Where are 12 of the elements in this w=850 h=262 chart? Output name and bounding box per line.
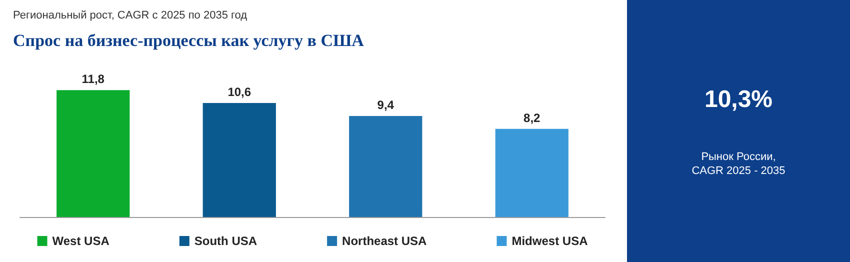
data-label: 9,4: [377, 98, 394, 112]
legend-label: Midwest USA: [512, 234, 588, 248]
data-label: 11,8: [82, 72, 105, 86]
text: Рынок России, CAGR 2025 - 2035: [690, 150, 786, 178]
legend-label: Northeast USA: [342, 234, 428, 248]
chart-title: Спрос на бизнес-процессы как услугу в США: [13, 31, 365, 50]
legend-label: South USA: [194, 234, 258, 248]
legend-label: West USA: [52, 234, 110, 248]
data-label: 10,6: [228, 85, 252, 100]
chart-subtitle: Региональный рост, CAGR с 2025 по 2035 год: [13, 10, 248, 22]
data-label: 8,2: [524, 110, 541, 125]
text: 10,3%: [703, 86, 774, 114]
